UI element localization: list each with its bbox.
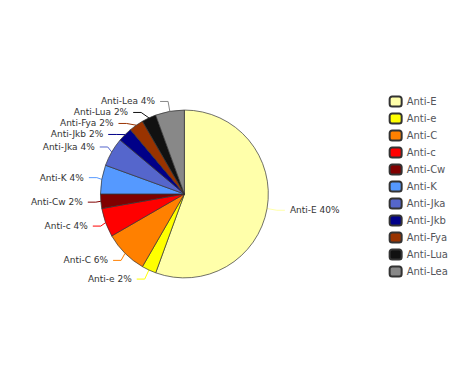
- svg-text:Anti-Jkb: Anti-Jkb: [407, 215, 446, 226]
- svg-text:Anti-Jka: Anti-Jka: [407, 198, 446, 209]
- svg-text:Anti-K 4%: Anti-K 4%: [40, 173, 85, 183]
- svg-text:Anti-Fya 2%: Anti-Fya 2%: [60, 118, 114, 128]
- svg-text:Anti-c: Anti-c: [407, 147, 436, 158]
- svg-text:Anti-Cw 2%: Anti-Cw 2%: [31, 197, 83, 207]
- svg-text:Anti-E: Anti-E: [407, 96, 437, 107]
- svg-text:Anti-e: Anti-e: [407, 113, 437, 124]
- svg-text:Anti-Lua: Anti-Lua: [407, 249, 448, 260]
- svg-text:Anti-Cw: Anti-Cw: [407, 164, 446, 175]
- svg-text:Anti-E 40%: Anti-E 40%: [290, 205, 340, 215]
- svg-text:Anti-Lea: Anti-Lea: [407, 266, 448, 277]
- svg-text:Anti-K: Anti-K: [407, 181, 437, 192]
- svg-text:Anti-c 4%: Anti-c 4%: [45, 221, 89, 231]
- svg-text:Anti-Jkb 2%: Anti-Jkb 2%: [51, 129, 104, 139]
- svg-text:Anti-e 2%: Anti-e 2%: [88, 274, 132, 284]
- svg-text:Anti-Lea 4%: Anti-Lea 4%: [101, 96, 156, 106]
- svg-text:Anti-C: Anti-C: [407, 130, 437, 141]
- svg-text:Anti-Fya: Anti-Fya: [407, 232, 447, 243]
- svg-text:Anti-Lua 2%: Anti-Lua 2%: [74, 107, 129, 117]
- svg-text:Anti-Jka 4%: Anti-Jka 4%: [43, 142, 95, 152]
- svg-text:Anti-C 6%: Anti-C 6%: [64, 255, 109, 265]
